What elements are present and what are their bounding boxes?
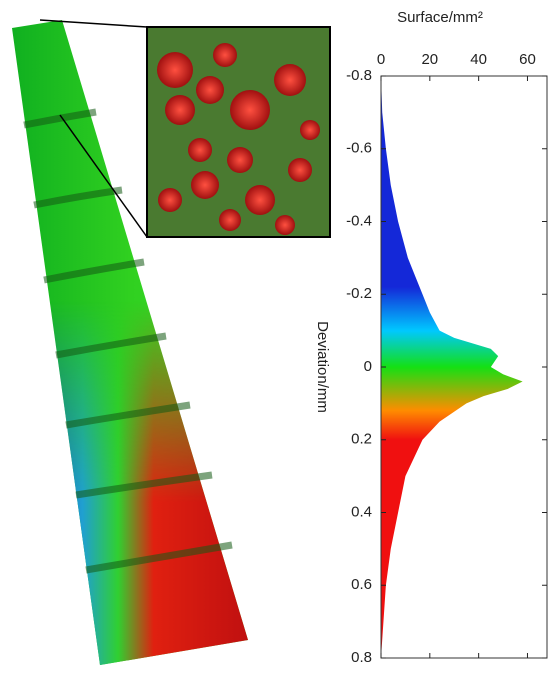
x-axis-title: Surface/mm² [397, 9, 483, 26]
area-fill [381, 76, 523, 658]
y-tick-label: -0.4 [346, 212, 372, 229]
y-tick-label: -0.8 [346, 67, 372, 84]
y-axis-title: Deviation/mm [314, 321, 331, 413]
x-tick-label: 20 [421, 51, 438, 68]
y-tick-label: -0.6 [346, 140, 372, 157]
zoom-inset [146, 26, 331, 238]
tower-render [12, 20, 248, 665]
y-tick-label: -0.2 [346, 285, 372, 302]
zoom-line [39, 19, 148, 28]
x-tick-label: 60 [519, 51, 536, 68]
y-tick-label: 0.4 [351, 503, 372, 520]
y-tick-label: 0.8 [351, 649, 372, 666]
x-tick-label: 40 [470, 51, 487, 68]
x-tick-label: 0 [377, 51, 385, 68]
zoom-line [59, 114, 148, 238]
y-tick-label: 0.6 [351, 576, 372, 593]
y-tick-label: 0.2 [351, 431, 372, 448]
y-tick-label: 0 [364, 358, 372, 375]
